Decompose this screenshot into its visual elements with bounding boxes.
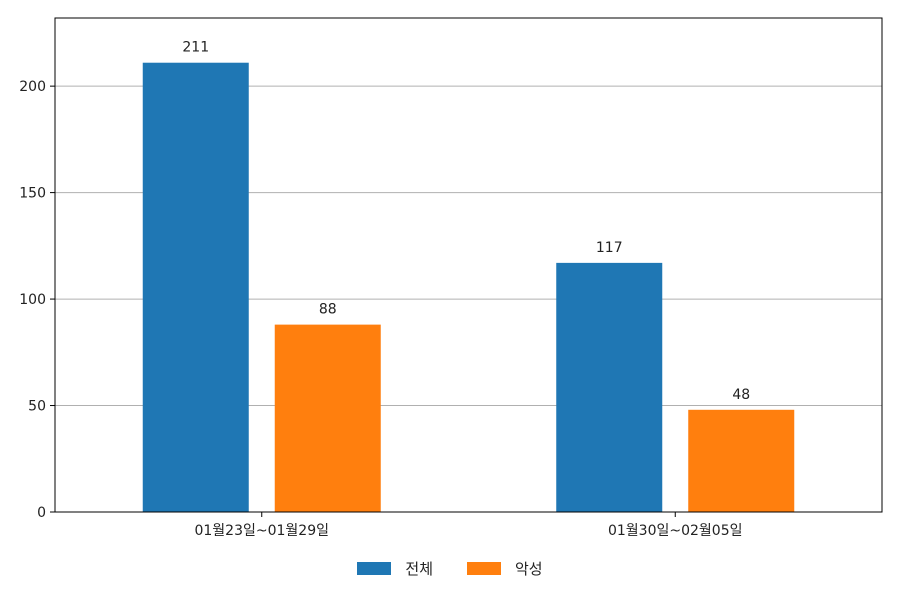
bar-value-label: 48 (732, 387, 750, 403)
bar-malicious (688, 409, 795, 512)
bar-value-label: 88 (319, 302, 337, 318)
x-tick-label: 01월30일~02월05일 (608, 523, 743, 539)
bar-total (142, 62, 249, 513)
bar-malicious (274, 324, 381, 512)
legend-swatch-malicious (467, 562, 501, 575)
y-tick-label: 200 (19, 79, 46, 95)
bar-value-label: 211 (182, 40, 209, 56)
legend-label-total: 전체 (405, 560, 433, 578)
bar-value-label: 117 (596, 240, 623, 256)
legend-swatch-total (357, 562, 392, 575)
plot-frame (54, 17, 883, 513)
y-tick-label: 150 (19, 186, 46, 202)
legend-label-malicious: 악성 (515, 560, 543, 578)
x-tick-label: 01월23일~01월29일 (194, 523, 329, 539)
bar-total (556, 262, 663, 512)
y-tick-label: 50 (28, 399, 46, 415)
y-tick-label: 100 (19, 292, 46, 308)
y-tick-label: 0 (37, 505, 46, 521)
legend-item-total: 전체 (357, 558, 433, 579)
legend-item-malicious: 악성 (467, 558, 543, 579)
legend: 전체 악성 (0, 558, 900, 579)
